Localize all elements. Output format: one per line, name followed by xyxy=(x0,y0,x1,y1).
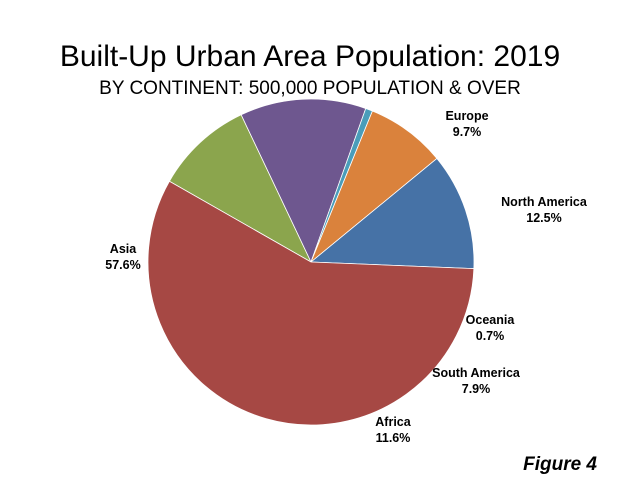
pie-slice-asia xyxy=(147,180,475,426)
slice-percent: 9.7% xyxy=(453,125,482,139)
slice-label-north-america: North America 12.5% xyxy=(501,195,588,225)
slice-percent: 7.9% xyxy=(462,382,491,396)
slice-labels: Europe 9.7% North America 12.5% Oceania 0.7% S… xyxy=(105,109,588,445)
slice-name: South America xyxy=(432,366,521,380)
slice-percent: 57.6% xyxy=(105,258,140,272)
slice-name: Africa xyxy=(375,415,411,429)
slice-name: Europe xyxy=(445,109,488,123)
slice-percent: 12.5% xyxy=(526,211,561,225)
slice-label-asia: Asia 57.6% xyxy=(105,242,140,272)
figure-label: Figure 4 xyxy=(523,454,597,475)
pie-slice-africa xyxy=(309,157,475,270)
slice-label-africa: Africa 11.6% xyxy=(375,415,411,445)
slice-label-europe: Europe 9.7% xyxy=(445,109,488,139)
slice-name: Oceania xyxy=(466,313,516,327)
slice-name: North America xyxy=(501,195,588,209)
slice-percent: 0.7% xyxy=(476,329,505,343)
pie-slices xyxy=(147,98,475,426)
chart-subtitle: BY CONTINENT: 500,000 POPULATION & OVER xyxy=(99,78,521,99)
pie-slice-north-america xyxy=(240,98,367,264)
pie-slice-europe xyxy=(168,114,312,263)
slice-name: Asia xyxy=(110,242,137,256)
slice-label-south-america: South America 7.9% xyxy=(432,366,521,396)
slice-percent: 11.6% xyxy=(376,431,411,445)
chart-title: Built-Up Urban Area Population: 2019 xyxy=(60,40,560,73)
slice-label-oceania: Oceania 0.7% xyxy=(466,313,516,343)
